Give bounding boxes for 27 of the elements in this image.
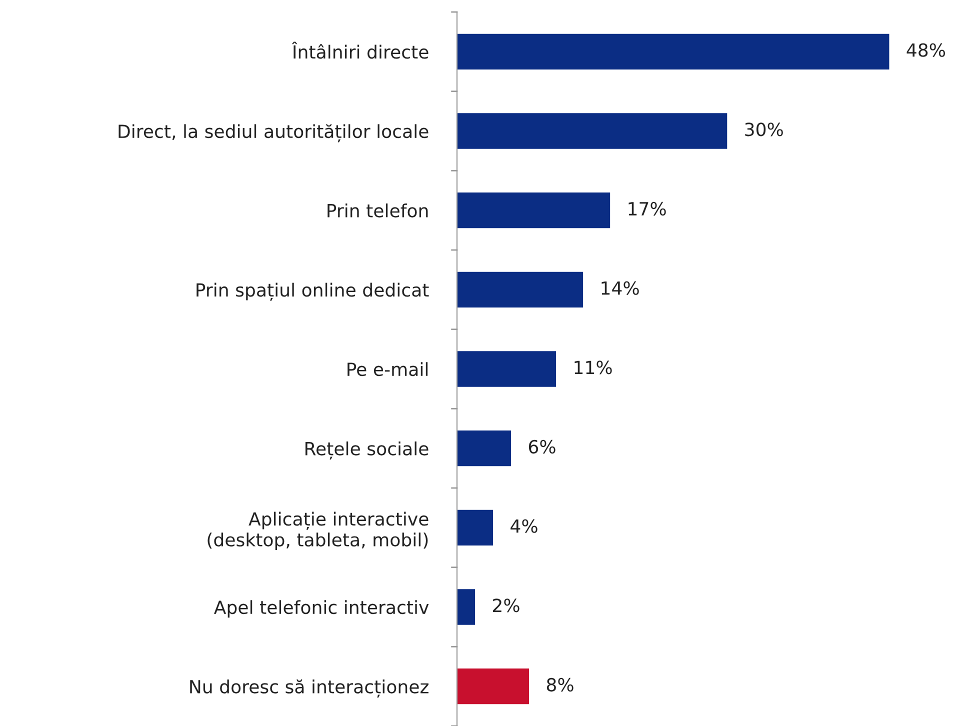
bar [457,192,610,228]
y-tick-label: Prin telefon [328,203,428,218]
y-tick-label: Direct, la sediul autorităților locale [118,124,428,142]
data-label: 2% [493,598,520,612]
data-label: 6% [528,440,556,454]
y-tick-label: Aplicație interactive (desktop, tableta, mobil) [208,512,428,550]
data-label: 17% [628,202,666,216]
bar [457,430,512,466]
bar [457,510,494,546]
data-label: 11% [574,360,612,374]
data-label: 14% [602,281,639,295]
bar [457,668,530,704]
bar [457,351,556,387]
y-tick-label: Întâlniri directe [292,42,428,59]
y-tick-label: Pe e-mail [348,362,428,376]
bar [457,272,584,308]
bar [457,34,890,70]
bar [457,589,476,625]
y-tick-label: Rețele sociale [306,441,428,460]
data-label: 30% [745,122,783,136]
data-label: 48% [906,43,946,57]
bar [457,113,728,149]
data-label: 4% [510,519,538,533]
y-tick-label: Apel telefonic interactiv [214,600,429,618]
data-label: 8% [546,678,574,692]
y-tick-label: Prin spațiul online dedicat [196,282,429,301]
y-tick-label: Nu doresc să interacționez [190,679,428,698]
